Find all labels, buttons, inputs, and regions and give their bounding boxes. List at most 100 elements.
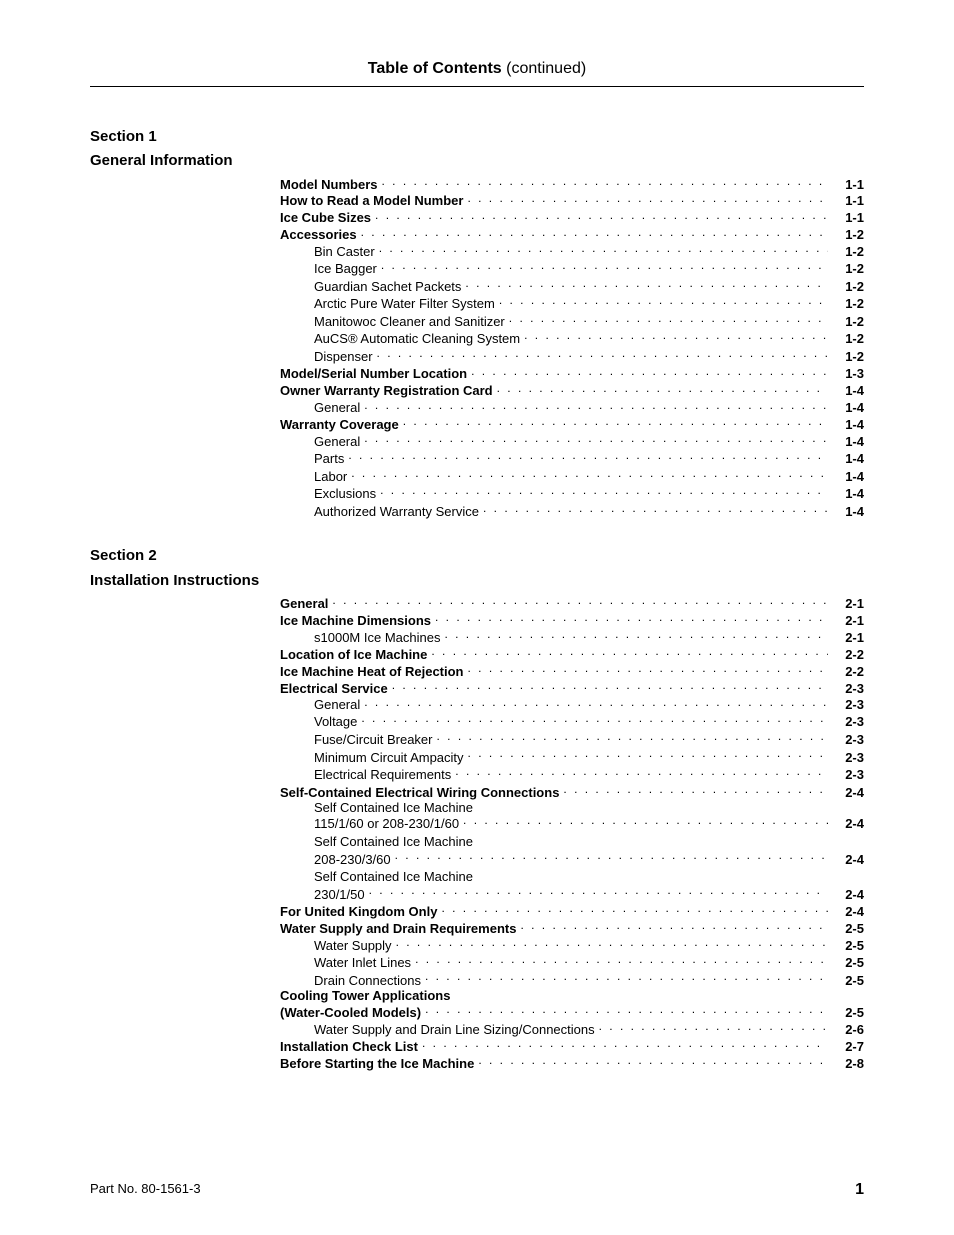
toc-leader-dots [563,784,828,797]
toc-leader-dots [455,766,828,779]
toc-leader-dots [361,226,828,239]
toc-page: 1-4 [834,401,864,416]
toc-line: Self Contained Ice Machine [280,801,864,816]
toc-leader-dots [599,1021,828,1034]
toc-line: General 2-1 [280,595,864,612]
toc-line: Arctic Pure Water Filter System1-2 [280,295,864,313]
toc-label: AuCS® Automatic Cleaning System [314,330,520,348]
toc-line: Water Inlet Lines2-5 [280,954,864,972]
toc-page: 1-3 [834,367,864,382]
toc-leader-dots [364,399,828,412]
header-title: Table of Contents (continued) [90,60,864,87]
toc-line: Minimum Circuit Ampacity2-3 [280,749,864,767]
toc-leader-dots [395,851,828,864]
toc-container: Section 1General InformationModel Number… [90,127,864,1072]
footer-page-number: 1 [855,1181,864,1199]
toc-line: Cooling Tower Applications [280,989,864,1004]
toc-leader-dots [351,468,828,481]
toc-page: 2-5 [834,939,864,954]
toc-line: Parts1-4 [280,450,864,468]
toc-page: 1-4 [834,468,864,486]
toc-page: 1-4 [834,435,864,450]
toc-page: 2-3 [834,698,864,713]
toc-line: Model/Serial Number Location1-3 [280,365,864,382]
toc-leader-dots [520,920,828,933]
toc-label: Ice Machine Dimensions [280,614,431,629]
toc-leader-dots [441,903,828,916]
toc-leader-dots [471,365,828,378]
toc-page: 2-5 [834,1006,864,1021]
toc-label: Authorized Warranty Service [314,503,479,521]
toc-line: General1-4 [280,433,864,450]
toc-label: Installation Check List [280,1040,418,1055]
toc-page: 1-4 [834,384,864,399]
toc-label: Parts [314,450,344,468]
toc-page: 1-2 [834,228,864,243]
toc-leader-dots [364,696,828,709]
toc-label: 208-230/3/60 [314,851,391,869]
toc-leader-dots [425,1004,828,1017]
toc-line: s1000M Ice Machines2-1 [280,629,864,646]
toc-page: 1-4 [834,503,864,521]
toc-label: General [280,597,328,612]
toc-page: 1-2 [834,245,864,260]
section-title: Installation Instructions [90,571,864,591]
toc-page: 2-7 [834,1040,864,1055]
toc-page: 2-5 [834,972,864,990]
toc-leader-dots [375,209,828,222]
toc-line: 208-230/3/602-4 [280,851,864,869]
toc-label: 230/1/50 [314,886,365,904]
toc-label: Warranty Coverage [280,418,399,433]
toc-page: 2-1 [834,614,864,629]
toc-page: 1-2 [834,330,864,348]
toc-page: 1-2 [834,348,864,366]
toc-label: Cooling Tower Applications [280,989,450,1004]
toc-leader-dots [436,731,828,744]
toc-label: Owner Warranty Registration Card [280,384,493,399]
toc-label: Self Contained Ice Machine [314,801,473,816]
toc-page: 2-3 [834,713,864,731]
toc-label: Location of Ice Machine [280,648,427,663]
toc-leader-dots [431,646,828,659]
toc-page: 1-2 [834,295,864,313]
toc-line: For United Kingdom Only2-4 [280,903,864,920]
toc-label: Bin Caster [314,245,375,260]
toc-leader-dots [509,313,828,326]
toc-line: Model Numbers1-1 [280,176,864,193]
toc-line: Guardian Sachet Packets1-2 [280,278,864,296]
page-footer: Part No. 80-1561-3 1 [90,1181,864,1199]
toc-line: Self Contained Ice Machine [280,868,864,886]
toc-label: s1000M Ice Machines [314,631,440,646]
toc-label: Labor [314,468,347,486]
toc-line: Voltage2-3 [280,713,864,731]
toc-page: 2-6 [834,1023,864,1038]
toc-line: Ice Cube Sizes1-1 [280,209,864,226]
toc-line: Ice Machine Heat of Rejection2-2 [280,663,864,680]
toc-line: Electrical Service2-3 [280,680,864,697]
toc-page: 1-1 [834,211,864,226]
toc-line: General1-4 [280,399,864,416]
toc-leader-dots [463,815,828,828]
toc-line: Warranty Coverage 1-4 [280,416,864,433]
toc-leader-dots [467,192,828,205]
toc-page: 2-8 [834,1057,864,1072]
toc-page: 1-4 [834,418,864,433]
toc-line: Manitowoc Cleaner and Sanitizer1-2 [280,313,864,331]
toc-line: AuCS® Automatic Cleaning System 1-2 [280,330,864,348]
toc-label: (Water-Cooled Models) [280,1006,421,1021]
toc-page: 2-3 [834,682,864,697]
toc-label: Minimum Circuit Ampacity [314,749,464,767]
toc-label: Water Inlet Lines [314,954,411,972]
toc-page: 1-1 [834,194,864,209]
toc-leader-dots [403,416,828,429]
toc-label: Self Contained Ice Machine [314,833,473,851]
toc-leader-dots [444,629,828,642]
toc-page: 2-1 [834,597,864,612]
toc-leader-dots [415,954,828,967]
toc-line: General2-3 [280,696,864,713]
toc-leader-dots [396,937,828,950]
toc-line: Bin Caster 1-2 [280,243,864,260]
toc-label: Ice Machine Heat of Rejection [280,665,464,680]
toc-leader-dots [497,382,828,395]
toc-leader-dots [468,663,829,676]
